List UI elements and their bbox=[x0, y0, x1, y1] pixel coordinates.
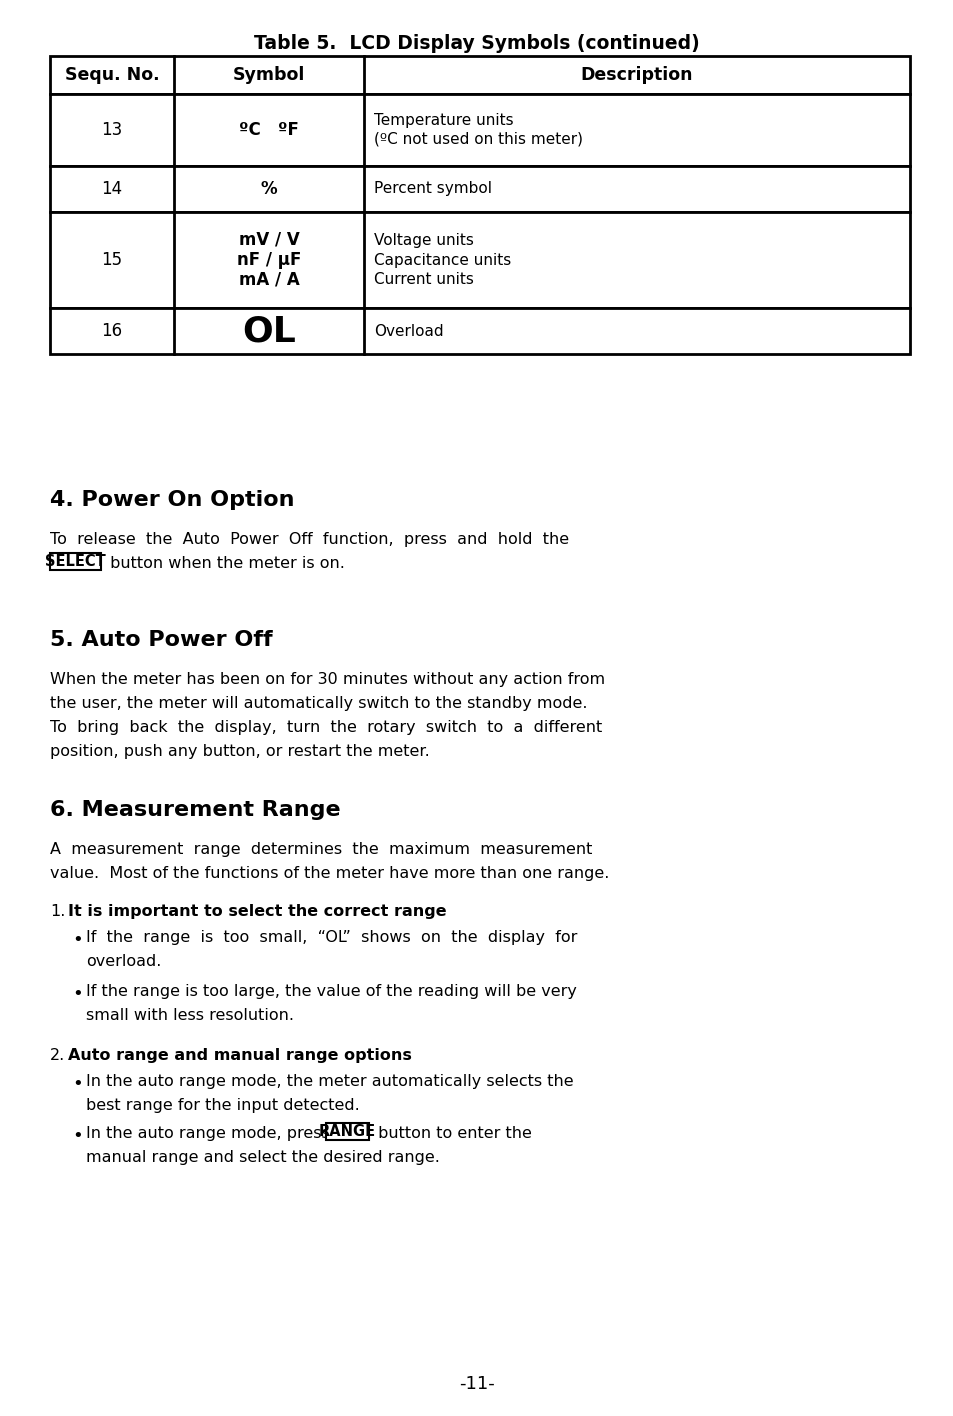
Text: 1.: 1. bbox=[50, 903, 66, 919]
Text: position, push any button, or restart the meter.: position, push any button, or restart th… bbox=[50, 743, 429, 759]
Text: button to enter the: button to enter the bbox=[373, 1126, 532, 1141]
Text: value.  Most of the functions of the meter have more than one range.: value. Most of the functions of the mete… bbox=[50, 867, 609, 881]
Text: button when the meter is on.: button when the meter is on. bbox=[105, 556, 345, 571]
Bar bbox=[50, 309, 909, 354]
Text: Sequ. No.: Sequ. No. bbox=[65, 67, 159, 84]
Text: It is important to select the correct range: It is important to select the correct ra… bbox=[68, 903, 446, 919]
Bar bbox=[50, 166, 909, 212]
Text: To  bring  back  the  display,  turn  the  rotary  switch  to  a  different: To bring back the display, turn the rota… bbox=[50, 719, 601, 735]
Text: •: • bbox=[71, 986, 83, 1003]
Bar bbox=[50, 212, 909, 309]
Text: Auto range and manual range options: Auto range and manual range options bbox=[68, 1048, 412, 1063]
Text: Temperature units: Temperature units bbox=[374, 113, 513, 127]
Text: the user, the meter will automatically switch to the standby mode.: the user, the meter will automatically s… bbox=[50, 697, 587, 711]
Text: 2.: 2. bbox=[50, 1048, 65, 1063]
Text: 15: 15 bbox=[101, 251, 122, 269]
Text: •: • bbox=[71, 1127, 83, 1146]
Bar bbox=[50, 57, 909, 93]
Text: mA / A: mA / A bbox=[238, 270, 299, 289]
Bar bbox=[50, 554, 101, 571]
Text: Table 5.  LCD Display Symbols (continued): Table 5. LCD Display Symbols (continued) bbox=[253, 34, 700, 52]
Text: Capacitance units: Capacitance units bbox=[374, 252, 511, 268]
Text: To  release  the  Auto  Power  Off  function,  press  and  hold  the: To release the Auto Power Off function, … bbox=[50, 532, 569, 547]
Text: In the auto range mode, the meter automatically selects the: In the auto range mode, the meter automa… bbox=[86, 1073, 573, 1089]
Text: Symbol: Symbol bbox=[233, 67, 305, 84]
Text: 5. Auto Power Off: 5. Auto Power Off bbox=[50, 630, 273, 650]
Text: 14: 14 bbox=[101, 180, 122, 198]
Text: OL: OL bbox=[242, 314, 295, 348]
Text: •: • bbox=[71, 930, 83, 949]
Text: ºC   ºF: ºC ºF bbox=[239, 120, 298, 139]
Text: 16: 16 bbox=[101, 321, 122, 340]
Text: 13: 13 bbox=[101, 120, 123, 139]
Text: •: • bbox=[71, 1075, 83, 1093]
Text: 6. Measurement Range: 6. Measurement Range bbox=[50, 800, 340, 820]
Text: When the meter has been on for 30 minutes without any action from: When the meter has been on for 30 minute… bbox=[50, 673, 604, 687]
Text: In the auto range mode, press the: In the auto range mode, press the bbox=[86, 1126, 366, 1141]
Text: best range for the input detected.: best range for the input detected. bbox=[86, 1097, 359, 1113]
Text: Overload: Overload bbox=[374, 323, 443, 338]
Text: Percent symbol: Percent symbol bbox=[374, 181, 492, 197]
Text: Description: Description bbox=[580, 67, 693, 84]
Text: small with less resolution.: small with less resolution. bbox=[86, 1008, 294, 1022]
Text: (ºC not used on this meter): (ºC not used on this meter) bbox=[374, 132, 582, 147]
Text: If  the  range  is  too  small,  “OL”  shows  on  the  display  for: If the range is too small, “OL” shows on… bbox=[86, 930, 577, 944]
Text: 4. Power On Option: 4. Power On Option bbox=[50, 490, 294, 510]
Text: mV / V: mV / V bbox=[238, 231, 299, 249]
Bar bbox=[50, 93, 909, 166]
Text: nF / μF: nF / μF bbox=[236, 251, 301, 269]
Bar bbox=[325, 1123, 369, 1140]
Text: overload.: overload. bbox=[86, 954, 161, 969]
Text: SELECT: SELECT bbox=[45, 554, 106, 569]
Text: %: % bbox=[260, 180, 277, 198]
Text: Voltage units: Voltage units bbox=[374, 234, 474, 248]
Text: If the range is too large, the value of the reading will be very: If the range is too large, the value of … bbox=[86, 984, 577, 1000]
Text: -11-: -11- bbox=[458, 1375, 495, 1393]
Text: RANGE: RANGE bbox=[318, 1124, 375, 1138]
Text: manual range and select the desired range.: manual range and select the desired rang… bbox=[86, 1150, 439, 1165]
Text: Current units: Current units bbox=[374, 272, 474, 286]
Text: A  measurement  range  determines  the  maximum  measurement: A measurement range determines the maxim… bbox=[50, 843, 592, 857]
